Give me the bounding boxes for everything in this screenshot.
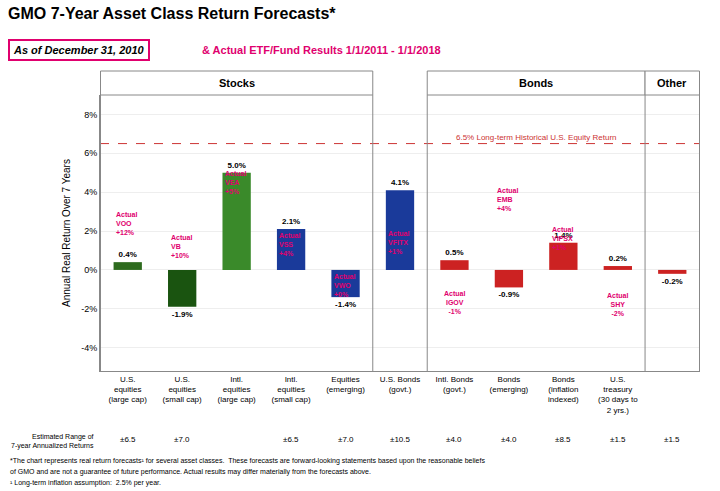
svg-text:¹ Long-term inflation assumpti: ¹ Long-term inflation assumption: 2.5% p… [10,479,161,487]
svg-text:Intl. Bonds(govt.): Intl. Bonds(govt.) [436,375,474,394]
svg-text:-0.2%: -0.2% [662,277,683,286]
svg-text:of GMO and are not a guarantee: of GMO and are not a guarantee of future… [10,468,371,476]
svg-text:1.4%: 1.4% [554,231,572,240]
svg-text:5.0%: 5.0% [228,161,246,170]
svg-text:±6.5: ±6.5 [120,435,136,444]
svg-text:Equities(emerging): Equities(emerging) [326,375,365,394]
svg-text:ActualVWO+0%: ActualVWO+0% [334,273,355,298]
svg-text:0.4%: 0.4% [119,250,137,259]
svg-text:ActualVB+10%: ActualVB+10% [171,234,192,259]
svg-text:±7.0: ±7.0 [338,435,354,444]
svg-text:±4.0: ±4.0 [501,435,517,444]
svg-text:Other: Other [657,77,687,89]
svg-text:GMO 7-Year Asset Class Return: GMO 7-Year Asset Class Return Forecasts* [8,5,336,22]
svg-text:8%: 8% [84,110,97,120]
svg-text:ActualIGOV-1%: ActualIGOV-1% [444,290,465,315]
svg-text:Intl.equities(small cap): Intl.equities(small cap) [272,375,311,405]
svg-text:As of December 31, 2010: As of December 31, 2010 [13,44,145,56]
svg-text:±6.5: ±6.5 [283,435,299,444]
svg-text:Stocks: Stocks [219,77,255,89]
svg-text:Bonds(emerging): Bonds(emerging) [490,375,529,394]
svg-text:U.S. Bonds(govt.): U.S. Bonds(govt.) [380,375,420,394]
svg-text:*The chart represents real ret: *The chart represents real return foreca… [10,457,485,465]
svg-text:& Actual ETF/Fund Results 1/1/: & Actual ETF/Fund Results 1/1/2011 - 1/1… [202,44,441,56]
svg-text:±8.5: ±8.5 [555,435,571,444]
svg-text:ActualEMB+4%: ActualEMB+4% [497,187,518,212]
svg-text:±1.5: ±1.5 [610,435,626,444]
svg-text:0.5%: 0.5% [445,248,463,257]
svg-text:ActualVFITX+1%: ActualVFITX+1% [388,230,409,255]
svg-text:4.1%: 4.1% [391,178,409,187]
svg-text:Intl.equities(large cap): Intl.equities(large cap) [218,375,257,405]
svg-text:6%: 6% [84,148,97,158]
svg-text:ActualSHY-2%: ActualSHY-2% [607,292,628,317]
svg-text:±10.5: ±10.5 [390,435,411,444]
svg-text:-0.9%: -0.9% [498,290,519,299]
svg-text:Estimated Range of7-year Annua: Estimated Range of7-year Annualized Retu… [11,433,94,450]
svg-text:ActualVEA+5%: ActualVEA+5% [225,170,246,195]
svg-text:±1.5: ±1.5 [664,435,680,444]
svg-text:2%: 2% [84,226,97,236]
svg-text:-1.4%: -1.4% [335,300,356,309]
svg-text:U.S.equities(small cap): U.S.equities(small cap) [163,375,202,405]
svg-text:0.2%: 0.2% [609,254,627,263]
svg-text:ActualVOO+12%: ActualVOO+12% [116,211,137,236]
svg-text:0%: 0% [84,265,97,275]
svg-text:4%: 4% [84,187,97,197]
svg-text:ActualVSS+4%: ActualVSS+4% [279,232,300,257]
svg-text:Bonds(inflationindexed): Bonds(inflationindexed) [548,375,579,405]
svg-text:2.1%: 2.1% [282,217,300,226]
svg-text:U.S.equities(large cap): U.S.equities(large cap) [109,375,148,405]
svg-text:-1.9%: -1.9% [172,310,193,319]
svg-text:6.5% Long-term Historical U.S.: 6.5% Long-term Historical U.S. Equity Re… [456,133,617,142]
svg-text:ActualVIPSX+1%: ActualVIPSX+1% [552,226,573,251]
svg-text:±4.0: ±4.0 [446,435,462,444]
svg-text:-2%: -2% [81,304,97,314]
svg-text:-4%: -4% [81,343,97,353]
svg-text:±7.0: ±7.0 [174,435,190,444]
svg-text:Annual Real Return Over 7 Year: Annual Real Return Over 7 Years [61,159,72,307]
svg-text:Bonds: Bonds [519,77,553,89]
svg-text:U.S.treasury(30 days to2 yrs.): U.S.treasury(30 days to2 yrs.) [598,375,638,415]
